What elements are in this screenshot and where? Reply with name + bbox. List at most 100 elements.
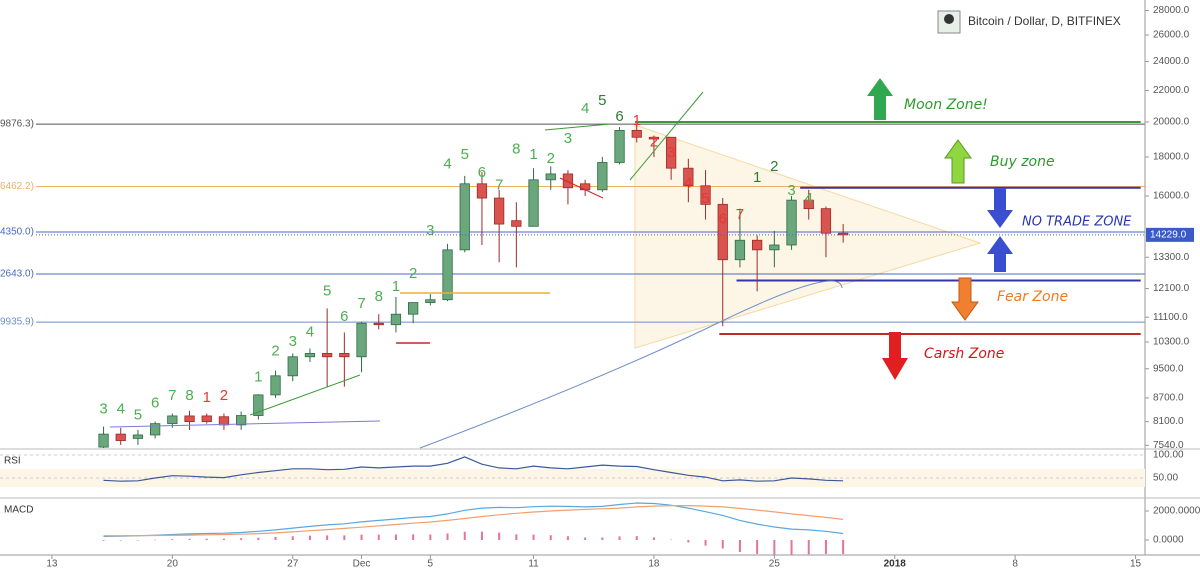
- count-label: 2: [271, 343, 279, 360]
- count-label: 6: [615, 108, 623, 125]
- candle-body: [511, 220, 522, 227]
- macd-histogram-bar: [257, 537, 260, 541]
- count-label: 5: [323, 282, 331, 299]
- y-tick-label: 7540.0: [1153, 440, 1184, 451]
- count-label: 5: [598, 92, 606, 109]
- x-tick-label: 2018: [884, 559, 907, 570]
- y-tick-label: 13300.0: [1153, 252, 1190, 263]
- candle-body: [356, 322, 367, 358]
- count-label: 1: [392, 278, 400, 295]
- candle-body: [408, 302, 419, 315]
- count-label: 3: [99, 401, 107, 418]
- candle-body: [545, 173, 556, 181]
- count-label: 3: [564, 130, 572, 147]
- rsi-tick-label: 100.00: [1153, 450, 1184, 461]
- candle-body: [373, 322, 384, 326]
- macd-histogram-bar: [773, 540, 776, 556]
- macd-histogram-bar: [601, 537, 604, 541]
- avatar: [944, 14, 954, 24]
- count-label: 3: [426, 222, 434, 239]
- macd-title: MACD: [4, 505, 33, 516]
- macd-histogram-bar: [171, 539, 174, 541]
- hline-label-box: [0, 226, 36, 239]
- count-label: 3: [289, 333, 297, 350]
- arrow-down: [951, 277, 979, 321]
- zone-label: Buy zone: [990, 154, 1055, 170]
- candle-body: [528, 179, 539, 227]
- rsi-line: [103, 456, 844, 482]
- y-tick-label: 8100.0: [1153, 416, 1184, 427]
- macd-histogram-bar: [670, 539, 673, 541]
- count-label: 4: [684, 175, 692, 192]
- rsi-tick-label: 50.00: [1153, 473, 1178, 484]
- hline-label: 2643.0): [0, 269, 34, 280]
- trendline: [109, 420, 381, 428]
- y-tick-label: 10300.0: [1153, 337, 1190, 348]
- zone-label: Carsh Zone: [924, 346, 1004, 362]
- macd-histogram-bar: [291, 536, 294, 541]
- count-label: 1: [633, 112, 641, 129]
- count-label: 2: [220, 387, 228, 404]
- macd-histogram-bar: [584, 537, 587, 541]
- hline-label: 9935.9): [0, 317, 34, 328]
- macd-histogram-bar: [498, 532, 501, 541]
- arrow-down: [987, 188, 1013, 228]
- macd-histogram-bar: [704, 540, 707, 546]
- y-tick-label: 9500.0: [1153, 363, 1184, 374]
- count-label: 8: [512, 141, 520, 158]
- x-tick-label: 13: [46, 559, 58, 570]
- y-tick-label: 24000.0: [1153, 56, 1190, 67]
- count-label: 7: [495, 177, 503, 194]
- count-label: 4: [443, 155, 451, 172]
- candle-body: [304, 353, 316, 358]
- y-tick-label: 8700.0: [1153, 393, 1184, 404]
- y-tick-label: 12100.0: [1153, 283, 1190, 294]
- count-label: 7: [736, 206, 744, 223]
- macd-histogram-bar: [652, 537, 655, 541]
- macd-histogram-bar: [842, 540, 845, 555]
- zone-label: Moon Zone!: [904, 97, 988, 113]
- macd-histogram-bar: [756, 540, 759, 554]
- macd-histogram-bar: [412, 534, 415, 541]
- hline-label-box: [0, 180, 36, 193]
- candle-body: [270, 375, 281, 396]
- hline-label-box: [0, 118, 36, 131]
- candle-body: [201, 415, 212, 423]
- macd-macd-line: [103, 502, 844, 537]
- count-label: 1: [254, 369, 262, 386]
- x-tick-label: Dec: [353, 559, 371, 570]
- count-label: 8: [375, 288, 383, 305]
- macd-histogram-bar: [480, 531, 483, 541]
- macd-histogram-bar: [618, 536, 621, 541]
- macd-histogram-bar: [326, 535, 329, 541]
- candle-body: [253, 394, 264, 416]
- arrow-up: [944, 139, 972, 184]
- last-price-label: 14229.0: [1150, 229, 1187, 240]
- count-label: 7: [168, 387, 176, 404]
- candle-body: [614, 130, 625, 163]
- candle-body: [717, 203, 728, 261]
- y-tick-label: 20000.0: [1153, 117, 1190, 128]
- count-label: 2: [547, 150, 555, 167]
- macd-histogram-bar: [102, 540, 105, 541]
- y-tick-label: 28000.0: [1153, 5, 1190, 16]
- chart-title: Bitcoin / Dollar, D, BITFINEX: [968, 14, 1121, 28]
- count-label: 2: [770, 158, 778, 175]
- hline-label: 4350.0): [0, 227, 34, 238]
- trendline: [249, 374, 361, 416]
- count-label: 4: [581, 100, 589, 117]
- candle-body: [167, 415, 178, 425]
- macd-histogram-bar: [635, 536, 638, 541]
- count-label: 7: [357, 295, 365, 312]
- candle-body: [631, 130, 642, 138]
- candle-body: [476, 183, 488, 199]
- count-label: 4: [117, 401, 125, 418]
- macd-histogram-bar: [532, 534, 535, 541]
- count-label: 4: [306, 323, 314, 340]
- count-label: 1: [203, 389, 211, 406]
- candle-body: [648, 136, 660, 140]
- y-tick-label: 11100.0: [1153, 312, 1188, 323]
- count-label: 4: [805, 190, 813, 207]
